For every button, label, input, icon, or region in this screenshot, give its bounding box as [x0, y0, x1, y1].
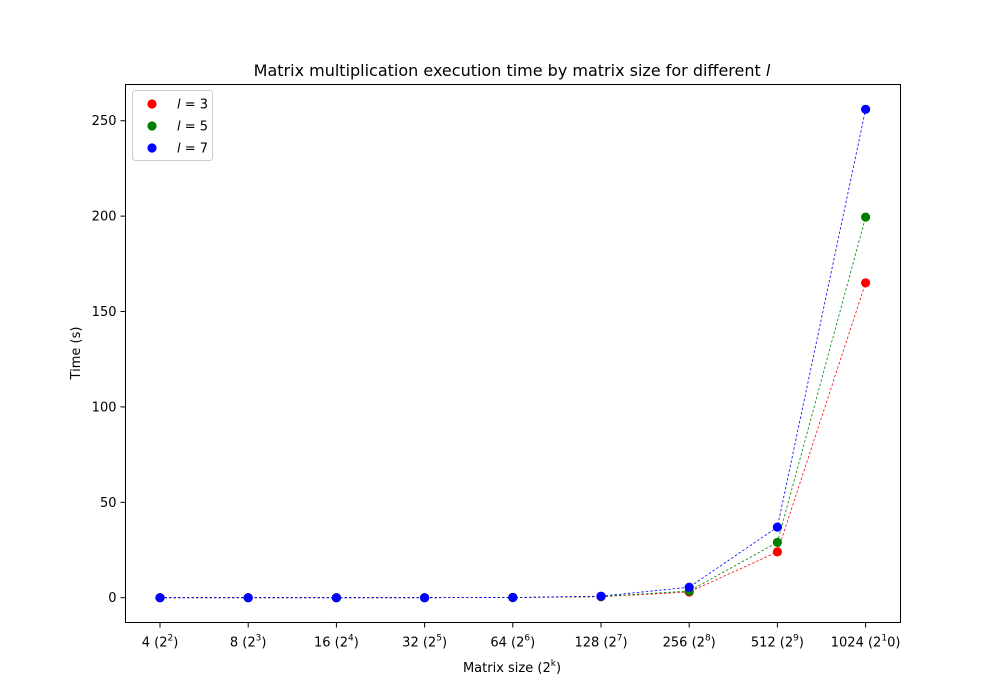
data-point	[772, 522, 783, 532]
y-tick-label: 250	[92, 114, 117, 129]
x-tick-label: 4 (22)	[142, 634, 179, 651]
series-1	[155, 278, 871, 603]
legend-marker	[147, 121, 157, 131]
data-point	[596, 591, 606, 601]
y-tick-label: 150	[92, 305, 117, 320]
series-3	[155, 104, 871, 603]
x-tick-label: 16 (24)	[314, 634, 359, 651]
x-tick-label: 32 (25)	[402, 634, 447, 651]
legend-label: l = 7	[177, 142, 208, 157]
data-point	[684, 582, 694, 592]
legend-marker	[147, 99, 157, 109]
series-line	[160, 282, 866, 599]
data-point	[772, 547, 783, 557]
x-tick-label: 128 (27)	[574, 634, 627, 651]
y-tick-label: 100	[92, 400, 117, 415]
legend-marker	[147, 143, 157, 153]
y-tick-label: 0	[108, 591, 116, 606]
data-point	[772, 537, 783, 547]
x-tick-label: 256 (28)	[663, 634, 716, 651]
series-line	[160, 109, 866, 599]
y-tick-label: 200	[92, 210, 117, 225]
x-tick-label: 1024 (210)	[831, 634, 901, 651]
series-2	[155, 212, 871, 603]
data-point	[155, 593, 165, 603]
x-axis: 4 (22) 8 (23) 16 (24) 32 (25) 64 (26) 128 (27…	[142, 622, 901, 651]
legend-label: l = 5	[177, 120, 208, 135]
x-tick-label: 8 (23)	[230, 634, 267, 651]
series-line	[160, 216, 866, 599]
legend-label: l = 3	[177, 98, 208, 113]
x-tick-label: 512 (29)	[751, 634, 804, 651]
data-point	[861, 212, 871, 222]
x-axis-title: Matrix size (2k)	[463, 659, 561, 676]
plot-frame	[125, 84, 901, 623]
y-axis-title: Time (s)	[69, 327, 84, 381]
y-axis: 0 50 100 150 200 250	[92, 114, 126, 606]
legend: l = 3 l = 5 l = 7	[132, 90, 213, 161]
data-point	[861, 278, 871, 288]
y-tick-label: 50	[100, 496, 117, 511]
plot-area	[155, 104, 871, 603]
data-point	[508, 592, 518, 603]
data-point	[420, 593, 430, 603]
data-point	[243, 593, 253, 603]
data-point	[861, 104, 871, 114]
x-tick-label: 64 (26)	[490, 634, 535, 651]
data-point	[331, 593, 341, 603]
chart-title: Matrix multiplication execution time by …	[254, 61, 771, 80]
